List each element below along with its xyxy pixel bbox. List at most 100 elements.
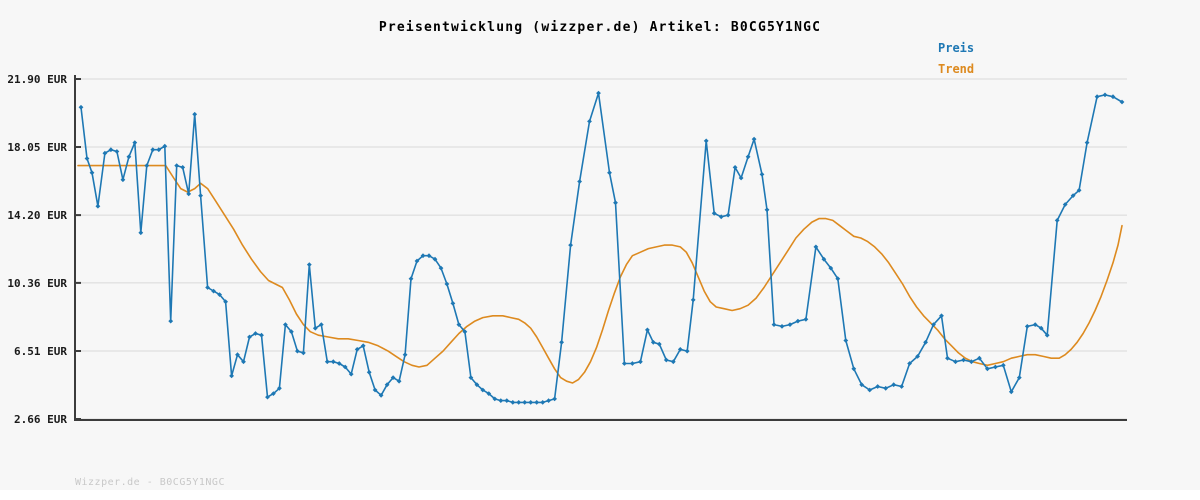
price-point-marker	[613, 200, 618, 206]
price-point-marker	[120, 177, 126, 183]
price-point-marker	[528, 400, 534, 405]
price-point-marker	[95, 203, 101, 209]
price-point-marker	[456, 322, 462, 327]
price-point-marker	[711, 210, 717, 216]
price-point-marker	[468, 375, 474, 380]
price-point-marker	[306, 262, 312, 267]
price-point-marker	[851, 366, 857, 372]
price-point-marker	[939, 313, 944, 319]
price-point-marker	[725, 212, 731, 218]
price-point-marker	[843, 338, 849, 343]
price-point-marker	[596, 90, 601, 96]
price-point-marker	[354, 347, 360, 352]
price-point-marker	[1094, 94, 1100, 100]
price-point-marker	[969, 359, 974, 365]
price-point-marker	[656, 341, 662, 347]
watermark: Wizzper.de - B0CG5Y1NGC	[75, 477, 225, 488]
price-point-marker	[492, 396, 498, 402]
price-point-marker	[859, 382, 865, 388]
price-point-marker	[1062, 202, 1068, 207]
price-point-marker	[108, 147, 114, 153]
price-point-marker	[670, 359, 676, 365]
legend-item-preis: Preis	[938, 41, 975, 55]
price-point-marker	[126, 154, 132, 160]
price-point-marker	[1038, 325, 1044, 331]
price-point-marker	[787, 322, 793, 327]
price-point-marker	[205, 285, 210, 290]
price-point-marker	[1024, 324, 1030, 329]
price-point-marker	[253, 331, 258, 336]
price-point-marker	[132, 140, 138, 145]
price-point-marker	[438, 265, 444, 271]
price-point-marker	[751, 136, 757, 142]
price-point-marker	[289, 329, 294, 335]
price-point-marker	[420, 253, 426, 259]
price-point-marker	[180, 165, 186, 170]
price-point-marker	[899, 384, 904, 389]
price-point-marker	[568, 242, 573, 248]
y-tick-label: 21.90 EUR	[7, 73, 67, 86]
price-point-marker	[867, 387, 873, 393]
price-point-marker	[114, 149, 120, 154]
price-point-marker	[645, 327, 650, 333]
price-point-marker	[156, 147, 162, 153]
price-point-marker	[384, 382, 390, 388]
price-point-marker	[546, 398, 551, 403]
price-point-marker	[1102, 92, 1108, 98]
price-point-marker	[630, 361, 635, 366]
price-point-marker	[1054, 218, 1060, 223]
price-point-marker	[102, 150, 108, 156]
price-point-marker	[150, 147, 156, 153]
price-point-marker	[745, 154, 751, 160]
price-point-marker	[1084, 140, 1090, 145]
price-point-marker	[923, 339, 928, 345]
price-point-marker	[348, 371, 354, 377]
price-point-marker	[559, 339, 564, 345]
price-point-marker	[192, 111, 198, 117]
price-point-marker	[650, 339, 656, 345]
price-point-marker	[498, 398, 504, 403]
price-point-marker	[402, 352, 408, 358]
y-tick-label: 2.66 EUR	[14, 413, 67, 426]
price-point-marker	[953, 359, 958, 365]
price-point-marker	[480, 387, 486, 393]
price-point-marker	[259, 332, 264, 338]
price-point-marker	[1044, 332, 1050, 338]
price-point-marker	[372, 387, 378, 393]
price-point-marker	[504, 398, 510, 403]
price-point-marker	[78, 104, 84, 110]
price-point-marker	[229, 373, 234, 379]
price-point-marker	[1016, 375, 1022, 380]
price-point-marker	[891, 382, 897, 388]
price-point-marker	[540, 400, 546, 405]
price-point-marker	[977, 355, 982, 361]
price-point-marker	[318, 322, 324, 327]
price-point-marker	[1119, 99, 1125, 105]
price-point-marker	[390, 375, 396, 380]
price-point-marker	[360, 343, 366, 349]
legend-item-trend: Trend	[938, 62, 975, 76]
price-point-marker	[552, 396, 557, 402]
price-point-marker	[1076, 187, 1082, 193]
price-point-marker	[408, 276, 414, 282]
price-point-marker	[607, 170, 612, 176]
price-point-marker	[432, 256, 438, 262]
footer-strip	[0, 490, 1200, 500]
price-point-marker	[462, 329, 468, 335]
price-point-marker	[993, 364, 998, 370]
trend-line	[77, 164, 1123, 384]
price-point-marker	[198, 193, 203, 198]
price-point-marker	[945, 355, 950, 361]
price-point-marker	[271, 391, 276, 396]
price-point-marker	[961, 357, 966, 363]
price-point-marker	[587, 119, 592, 124]
price-point-marker	[1110, 94, 1116, 100]
price-point-marker	[759, 172, 765, 177]
price-point-marker	[247, 334, 252, 340]
price-point-marker	[1070, 193, 1076, 198]
price-point-marker	[168, 318, 174, 324]
price-point-marker	[516, 400, 522, 405]
price-point-marker	[915, 354, 920, 359]
price-point-marker	[138, 230, 144, 236]
